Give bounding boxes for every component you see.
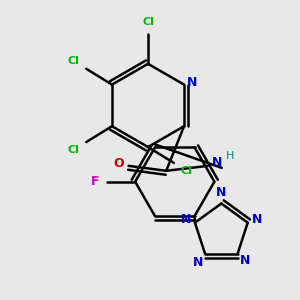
Text: Cl: Cl <box>181 166 193 176</box>
Text: Cl: Cl <box>68 56 79 66</box>
Text: Cl: Cl <box>142 17 154 27</box>
Text: N: N <box>181 213 191 226</box>
Text: N: N <box>212 156 222 170</box>
Text: O: O <box>113 158 124 170</box>
Text: N: N <box>251 213 262 226</box>
Text: N: N <box>216 186 226 199</box>
Text: H: H <box>225 151 234 161</box>
Text: N: N <box>187 76 197 89</box>
Text: N: N <box>239 254 250 267</box>
Text: Cl: Cl <box>68 145 79 155</box>
Text: F: F <box>91 175 100 188</box>
Text: N: N <box>193 256 203 269</box>
